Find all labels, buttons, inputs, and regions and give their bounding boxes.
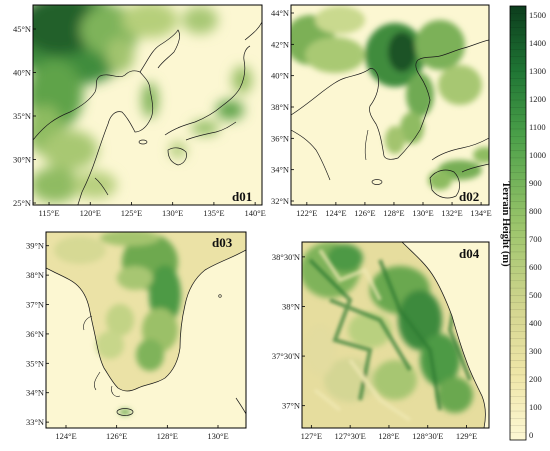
lat-tick-label: 44°N: [271, 8, 289, 18]
lat-tick-label: 38°N: [282, 301, 300, 311]
lat-tick-label: 25°N: [13, 198, 31, 208]
panel-d04-label: d04: [459, 246, 480, 261]
panel-d01-label: d01: [232, 189, 252, 204]
lat-tick-label: 30°N: [13, 155, 31, 165]
lat-tick-label: 36°N: [26, 329, 44, 339]
panel-d02-frame: [290, 4, 490, 206]
lon-tick-label: 122°E: [296, 208, 317, 218]
lon-tick-label: 115°E: [39, 208, 60, 218]
colorbar-title: Terrain Height (m): [500, 181, 511, 267]
colorbar-tick-label: 900: [529, 178, 542, 188]
colorbar-tick-label: 1500: [529, 10, 546, 20]
colorbar-tick-label: 1100: [529, 122, 546, 132]
panel-d04-lat-ticks: 38°30'N 38°N 37°30'N 37°N: [272, 252, 305, 411]
lat-tick-label: 37°30'N: [272, 351, 300, 361]
panel-d03-label: d03: [212, 235, 233, 250]
colorbar-tick-label: 1300: [529, 66, 546, 76]
panel-d02-terrain: [291, 6, 489, 199]
colorbar-tick-label: 400: [529, 318, 542, 328]
panel-d03-frame: [45, 231, 247, 429]
colorbar-tick-label: 1400: [529, 38, 546, 48]
panel-d03-lat-ticks: 39°N 38°N 37°N 36°N 35°N 34°N 33°N: [26, 241, 49, 427]
lon-tick-label: 129°E: [456, 431, 477, 441]
lat-tick-label: 38°N: [26, 270, 44, 280]
lon-tick-label: 127°E: [301, 431, 322, 441]
panel-d03: d03 39°N38°N37°N36°N35°N34°N33°N 124°E 12…: [26, 231, 247, 441]
lon-tick-label: 134°E: [470, 208, 491, 218]
colorbar-tick-label: 100: [529, 402, 542, 412]
lon-tick-label: 125°E: [121, 208, 142, 218]
panel-d02-label: d02: [459, 189, 479, 204]
lon-tick-label: 120°E: [80, 208, 101, 218]
panel-d04: d04 38°30'N 38°N 37°30'N 37°N 127°E 127°30'E…: [272, 241, 490, 441]
panel-d04-terrain: [302, 242, 489, 428]
colorbar-tick-label: 500: [529, 290, 542, 300]
lon-tick-label: 126°E: [106, 431, 127, 441]
lat-tick-label: 45°N: [13, 24, 31, 34]
colorbar-tick-label: 300: [529, 346, 542, 356]
colorbar-tick-label: 1200: [529, 94, 546, 104]
lon-tick-label: 140°E: [244, 208, 265, 218]
lon-tick-label: 128°30'E: [412, 431, 443, 441]
lat-tick-label: 39°N: [26, 241, 44, 251]
lat-tick-label: 37°N: [282, 401, 300, 411]
colorbar-tick-label: 600: [529, 262, 542, 272]
lat-tick-label: 33°N: [26, 417, 44, 427]
panel-d02-lon-ticks: 122°E 124°E 126°E 128°E 130°E 132°E 134°E: [296, 202, 492, 218]
lat-tick-label: 35°N: [26, 358, 44, 368]
lon-tick-label: 128°E: [378, 431, 399, 441]
lon-tick-label: 127°30'E: [334, 431, 365, 441]
panel-d01-frame: [32, 4, 263, 206]
panel-d04-frame: [301, 241, 490, 429]
lon-tick-label: 130°E: [207, 431, 228, 441]
lat-tick-label: 38°30'N: [272, 252, 300, 262]
colorbar-tick-label: 700: [529, 234, 542, 244]
colorbar-ticks: 1500140013001200110010009008007006005004…: [529, 10, 546, 440]
lon-tick-label: 124°E: [55, 431, 76, 441]
colorbar-ramp: [509, 5, 527, 441]
panel-d01-lat-ticks: 45°N 40°N 35°N 30°N 25°N: [13, 24, 36, 208]
lat-tick-label: 35°N: [13, 111, 31, 121]
lat-tick-label: 34°N: [26, 388, 44, 398]
colorbar-tick-label: 800: [529, 206, 542, 216]
panel-d01-terrain: [33, 5, 262, 205]
lon-tick-label: 128°E: [157, 431, 178, 441]
lon-tick-label: 132°E: [441, 208, 462, 218]
panel-d01: d01 45°N 40°N 35°N 30°N 25°N 115°E 120°E 125°E…: [13, 4, 266, 218]
colorbar-level-lines: [510, 13, 526, 433]
lat-tick-label: 40°N: [13, 68, 31, 78]
colorbar-tick-label: 1000: [529, 150, 546, 160]
lon-tick-label: 124°E: [325, 208, 346, 218]
lon-tick-label: 130°E: [412, 208, 433, 218]
lat-tick-label: 32°N: [271, 196, 289, 206]
lat-tick-label: 42°N: [271, 39, 289, 49]
panel-d01-lon-ticks: 115°E 120°E 125°E 130°E 135°E 140°E: [39, 202, 266, 218]
colorbar-tick-label: 0: [529, 430, 533, 440]
lat-tick-label: 34°N: [271, 165, 289, 175]
lon-tick-label: 135°E: [203, 208, 224, 218]
lat-tick-label: 37°N: [26, 300, 44, 310]
lat-tick-label: 36°N: [271, 133, 289, 143]
colorbar-tick-label: 200: [529, 374, 542, 384]
lat-tick-label: 38°N: [271, 102, 289, 112]
lon-tick-label: 130°E: [162, 208, 183, 218]
panel-d04-lon-ticks: 127°E 127°30'E 128°E 128°30'E 129°E: [301, 425, 477, 441]
lon-tick-label: 128°E: [383, 208, 404, 218]
panel-d02: d02 44°N42°N40°N38°N36°N34°N32°N 122°E 12…: [271, 4, 492, 218]
panel-d02-lat-ticks: 44°N 42°N 40°N 38°N 36°N 34°N 32°N: [271, 8, 294, 206]
lat-tick-label: 40°N: [271, 71, 289, 81]
colorbar: 1500140013001200110010009008007006005004…: [500, 5, 546, 441]
lon-tick-label: 126°E: [354, 208, 375, 218]
panel-d03-terrain: [46, 232, 246, 416]
panel-d03-lon-ticks: 124°E 126°E 128°E 130°E: [55, 425, 229, 441]
